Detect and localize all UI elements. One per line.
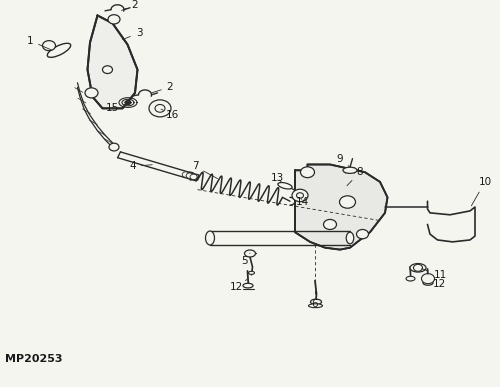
Text: 4: 4	[129, 161, 152, 171]
Text: 1: 1	[26, 36, 52, 50]
Circle shape	[155, 104, 165, 112]
Polygon shape	[88, 15, 138, 108]
Circle shape	[186, 173, 193, 178]
Circle shape	[149, 100, 171, 117]
Text: 2: 2	[122, 0, 138, 10]
Ellipse shape	[406, 276, 415, 281]
Circle shape	[108, 15, 120, 24]
Circle shape	[292, 189, 308, 202]
Ellipse shape	[48, 43, 70, 57]
Circle shape	[300, 167, 314, 178]
Circle shape	[190, 174, 197, 180]
Ellipse shape	[343, 167, 357, 173]
Circle shape	[109, 143, 119, 151]
Ellipse shape	[310, 299, 322, 305]
Circle shape	[324, 219, 336, 229]
Text: MP20253: MP20253	[5, 354, 62, 364]
Text: 3: 3	[122, 28, 142, 39]
Circle shape	[102, 66, 113, 74]
Text: 9: 9	[336, 154, 350, 167]
Circle shape	[356, 229, 368, 239]
Text: 5: 5	[240, 253, 250, 266]
Text: 12: 12	[230, 279, 247, 292]
Text: 14: 14	[296, 197, 309, 207]
Ellipse shape	[244, 250, 256, 257]
Text: 8: 8	[347, 167, 364, 186]
Ellipse shape	[206, 231, 214, 245]
Circle shape	[414, 264, 422, 271]
Circle shape	[182, 172, 189, 177]
Ellipse shape	[346, 232, 354, 244]
Circle shape	[422, 274, 434, 284]
Circle shape	[85, 88, 98, 98]
Text: 12: 12	[428, 275, 446, 289]
Text: 2: 2	[152, 82, 174, 93]
Text: 13: 13	[271, 173, 284, 183]
Circle shape	[340, 196, 355, 208]
Text: 10: 10	[472, 177, 492, 206]
Circle shape	[126, 101, 130, 104]
Ellipse shape	[243, 283, 253, 288]
Ellipse shape	[423, 281, 433, 285]
Text: 16: 16	[161, 109, 179, 120]
Polygon shape	[295, 164, 388, 250]
Ellipse shape	[308, 304, 322, 308]
Ellipse shape	[410, 264, 426, 272]
Text: 7: 7	[192, 161, 218, 179]
Text: 6: 6	[312, 291, 318, 309]
Circle shape	[42, 41, 56, 51]
Circle shape	[296, 193, 304, 198]
Ellipse shape	[278, 183, 292, 189]
Ellipse shape	[248, 271, 254, 274]
Text: 11: 11	[422, 269, 446, 280]
Text: 15: 15	[106, 103, 124, 113]
